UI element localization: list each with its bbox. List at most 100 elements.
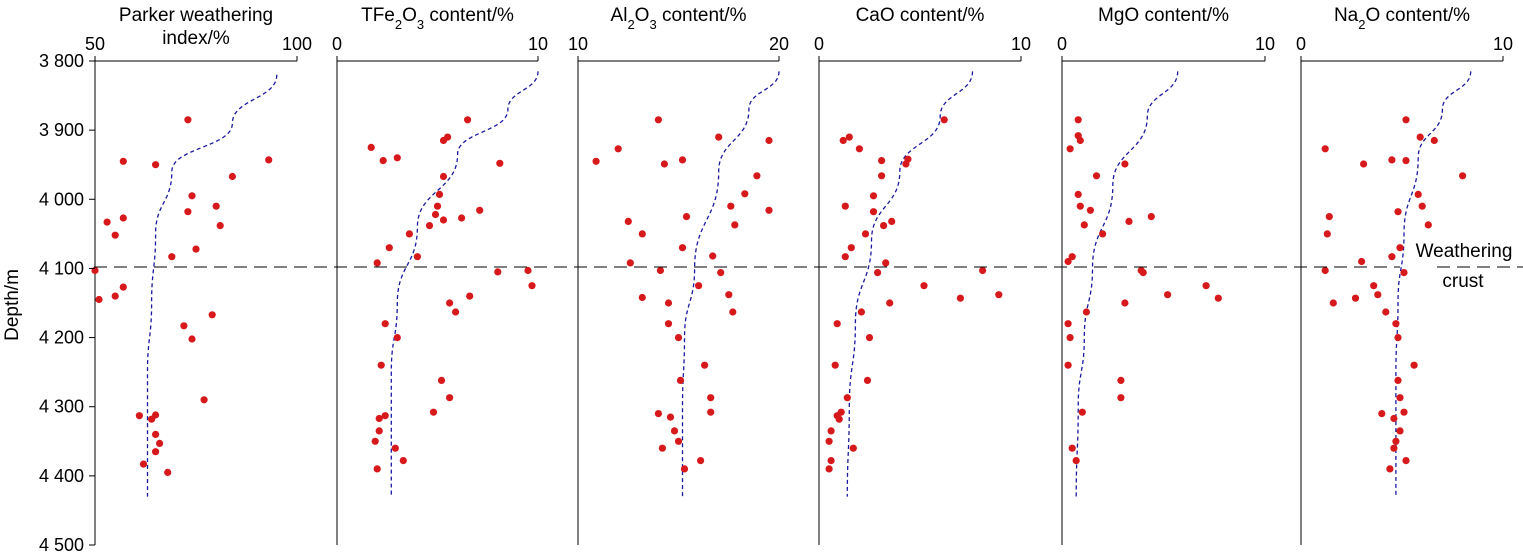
data-point [656,266,665,275]
data-point [839,136,847,145]
data-point [654,410,663,418]
panel-title-part: O content/% [1365,5,1470,26]
data-point [833,320,841,328]
panel-x-tick-label-min: 10 [568,34,588,54]
data-point [1121,160,1129,168]
data-point [458,214,466,222]
data-point [373,259,381,267]
data-point [855,145,864,153]
data-point [164,468,172,476]
data-point [765,206,773,214]
panel-x-tick-label-min: 0 [1057,34,1067,54]
data-point [393,334,401,342]
data-point [228,172,236,181]
data-point [381,412,389,420]
panel-title-part: O [635,5,650,26]
panel-3: 10 20 Al2O3 content/% [568,5,789,545]
data-point [119,157,127,165]
data-point [135,412,143,420]
data-point [1066,145,1074,153]
data-point [1392,437,1400,445]
data-point [624,217,632,225]
data-point [1396,244,1404,252]
data-point [1390,414,1398,423]
data-point [385,244,393,252]
data-point [765,136,773,145]
data-point [1459,172,1467,180]
panel-title-part: O [402,5,417,26]
data-point [429,408,438,416]
depth-tick-label: 4 100 [39,258,84,278]
data-point [1099,230,1107,238]
data-point [1202,282,1210,290]
data-point [1370,282,1378,290]
data-point [847,244,855,252]
data-point [152,430,160,438]
data-point [437,376,446,384]
data-point [433,202,442,210]
data-point [869,192,878,200]
data-point [371,437,379,445]
data-point [880,222,888,230]
data-point [1064,257,1072,266]
data-point [841,253,849,261]
panel-title-part: content/% [657,5,747,26]
data-point [717,269,725,277]
data-point [827,457,835,465]
data-point [1076,136,1084,145]
trend-curve [681,71,780,497]
panel-title-part: 2 [395,17,402,32]
data-point [920,282,928,290]
data-point [592,157,600,165]
data-point [1068,444,1076,452]
data-point [152,448,160,456]
data-point [188,192,196,200]
panel-title: TFe2O3 content/% [361,5,514,32]
data-point [391,444,399,452]
data-point [375,414,383,423]
data-point [431,210,440,219]
panel-4: 0 10 CaO content/% [814,5,1031,545]
data-point [265,156,273,164]
data-point [1072,457,1080,465]
data-point [1400,408,1408,416]
data-point [103,218,111,226]
data-point [425,222,434,230]
depth-tick-label: 3 800 [39,51,84,71]
data-point [168,253,176,261]
data-point [1066,334,1074,342]
data-point [528,282,536,290]
weathering-crust-label-line1: Weathering [1416,241,1513,262]
data-point [658,444,667,452]
data-point [727,202,735,210]
data-point [725,291,733,299]
panel-title-part: 2 [1358,17,1365,32]
data-point [439,136,448,145]
data-point [731,221,739,229]
data-point [835,415,843,423]
data-point [188,335,196,343]
data-point [1402,457,1410,465]
depth-tick-label: 4 000 [39,189,84,209]
data-point [1378,410,1386,418]
data-point [825,465,833,473]
data-point [464,116,472,124]
data-point [638,293,646,302]
data-point [1430,136,1438,145]
data-point [1321,266,1329,275]
data-point [626,259,634,267]
panel-title-part: 3 [649,17,656,32]
data-point [1086,206,1094,214]
data-point [1080,221,1088,229]
panel-title-part: Al [611,5,628,26]
data-point [695,282,703,290]
depth-axis: 3 800 3 900 4 000 4 100 4 200 4 300 4 400 4 500 [39,51,95,555]
trend-curve [390,71,539,497]
data-point [1351,294,1360,302]
data-point [413,253,421,261]
data-point [1358,257,1366,266]
data-point [825,437,833,445]
panel-title-part: MgO content/% [1098,5,1229,26]
data-point [654,116,663,124]
data-point [1402,116,1410,124]
